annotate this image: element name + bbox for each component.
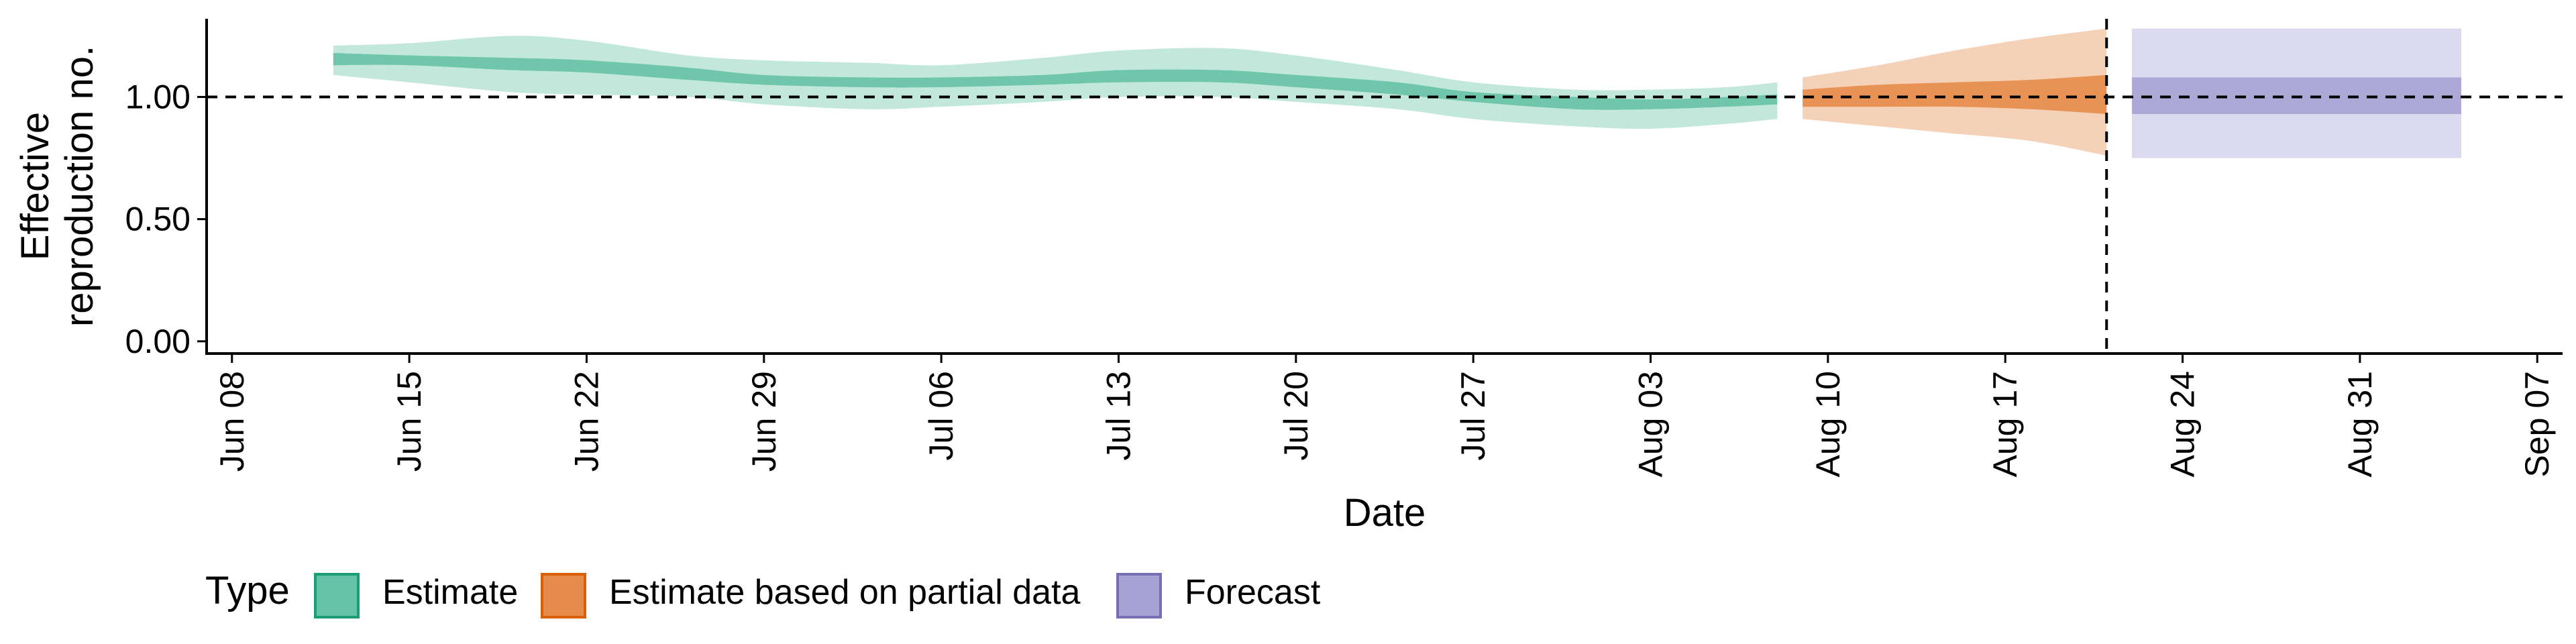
y-tick-label: 0.00 [125, 323, 191, 360]
x-tick-label: Jun 29 [745, 371, 783, 472]
legend-title: Type [205, 569, 290, 612]
x-tick-label: Sep 07 [2518, 371, 2556, 477]
legend-label: Forecast [1185, 573, 1321, 612]
legend-key [1116, 573, 1162, 619]
x-tick-label: Jun 15 [390, 371, 428, 472]
estimate-ci50-band [333, 52, 1778, 110]
y-tick-label: 0.50 [125, 201, 191, 238]
y-axis-title-line: Effective [13, 112, 57, 260]
axes [205, 19, 2563, 355]
x-tick-label: Jul 27 [1454, 371, 1492, 460]
x-tick-label: Jun 08 [213, 371, 251, 472]
x-tick-label: Jul 13 [1099, 371, 1137, 460]
legend-label: Estimate [382, 573, 518, 612]
x-tick-label: Aug 03 [1632, 371, 1670, 477]
y-axis-title-line: reproduction no. [58, 46, 101, 327]
x-tick-label: Aug 24 [2164, 371, 2202, 477]
estimate-based-on-partial-data-ci50-band [1803, 74, 2107, 115]
legend: Type Estimate Estimate based on partial da… [205, 569, 1321, 619]
x-tick-label: Aug 10 [1809, 371, 1847, 477]
x-tick-label: Jul 06 [922, 371, 960, 460]
legend-item: Estimate [314, 573, 518, 619]
x-tick-label: Jul 20 [1277, 371, 1315, 460]
legend-key [541, 573, 586, 619]
legend-item: Forecast [1116, 573, 1321, 619]
y-tick-label: 1.00 [125, 78, 191, 116]
ticks: 0.00 0.50 1.00 Jun 08 Jun 15 Jun 22 Jun 29 Jul … [13, 46, 2556, 535]
legend-item: Estimate based on partial data [541, 573, 1081, 619]
x-tick-label: Aug 31 [2341, 371, 2379, 477]
x-axis-title: Date [1344, 491, 1426, 535]
legend-key [314, 573, 360, 619]
bands-layer [333, 28, 2461, 158]
legend-label: Estimate based on partial data [609, 573, 1081, 612]
x-tick-label: Aug 17 [1986, 371, 2024, 477]
reference-lines [207, 19, 2563, 354]
x-tick-label: Jun 22 [568, 371, 605, 472]
